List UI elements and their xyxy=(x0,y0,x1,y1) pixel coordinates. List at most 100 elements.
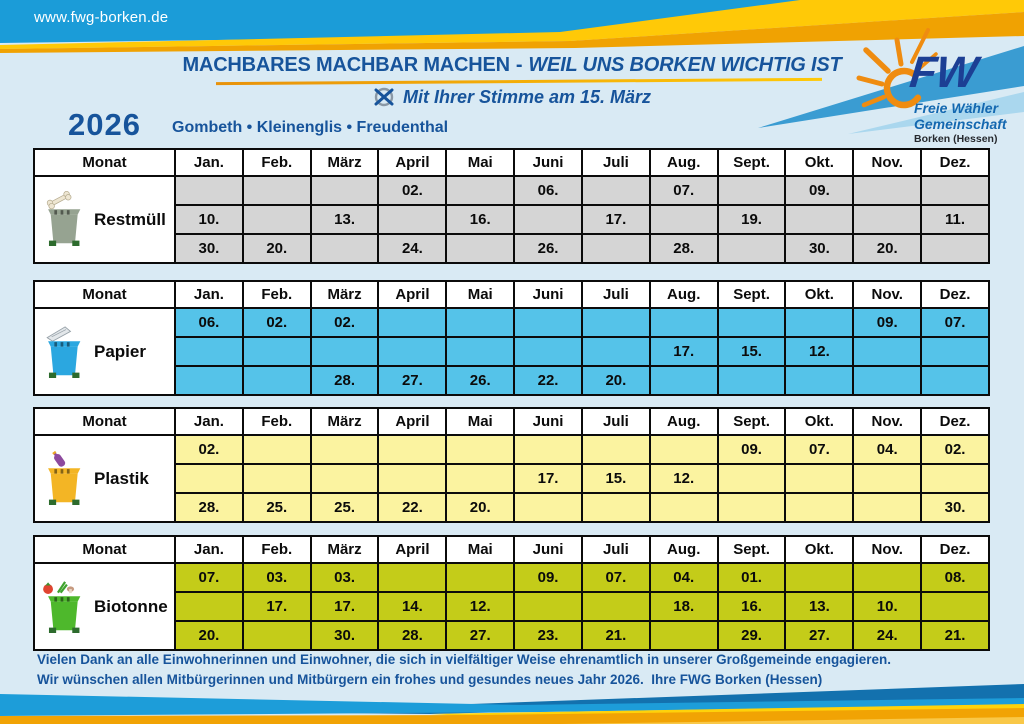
collection-date-cell: 17. xyxy=(580,204,651,235)
month-header: Aug. xyxy=(648,407,719,436)
month-header: Juli xyxy=(580,407,651,436)
empty-date-cell xyxy=(852,562,923,593)
month-header: Aug. xyxy=(648,535,719,564)
bin-lid xyxy=(48,208,81,215)
collection-date-cell: 30. xyxy=(174,233,244,264)
collection-date-cell: 10. xyxy=(174,204,244,235)
top-banner-decoration xyxy=(0,0,1024,134)
waste-type-cell: Papier xyxy=(33,307,176,396)
month-header: April xyxy=(377,535,448,564)
empty-date-cell xyxy=(648,204,719,235)
month-header: Okt. xyxy=(784,280,855,309)
collection-date-cell: 12. xyxy=(445,591,516,622)
month-header: März xyxy=(309,280,380,309)
empty-date-cell xyxy=(920,233,990,264)
collection-date-cell: 25. xyxy=(241,492,312,523)
month-header: Sept. xyxy=(716,407,787,436)
collection-date-cell: 23. xyxy=(513,620,583,651)
empty-date-cell xyxy=(445,434,516,465)
empty-date-cell xyxy=(784,204,855,235)
month-header-row: Monat Jan. Feb. März April Mai Juni Juli Aug. Se… xyxy=(33,280,990,309)
empty-date-cell xyxy=(852,336,923,367)
month-header: Dez. xyxy=(920,535,990,564)
collection-date-cell: 28. xyxy=(377,620,448,651)
collection-date-cell: 11. xyxy=(920,204,990,235)
logo-abbr: FW xyxy=(907,48,980,97)
empty-date-cell xyxy=(174,175,244,206)
paper-sheet-icon xyxy=(46,325,72,342)
yellow-ribbon xyxy=(0,0,1024,49)
collection-date-cell: 18. xyxy=(648,591,719,622)
dates-row: Plastik 02. 09. 07. 04. 02. xyxy=(33,434,990,523)
empty-date-cell xyxy=(784,365,855,396)
vote-line: Mit Ihrer Stimme am 15. März xyxy=(0,86,1024,108)
collection-date-cell: 30. xyxy=(920,492,990,523)
collection-table: Monat Jan. Feb. März April Mai Juni Juli Aug. Se… xyxy=(33,407,990,523)
collection-date-cell: 27. xyxy=(445,620,516,651)
empty-date-cell xyxy=(513,204,583,235)
collection-date-cell: 07. xyxy=(174,562,244,593)
month-header: Mai xyxy=(445,407,516,436)
waste-type-label: Papier xyxy=(94,341,146,361)
waste-type-inner: Restmüll xyxy=(35,190,174,249)
empty-date-cell xyxy=(920,175,990,206)
website-url: www.fwg-borken.de xyxy=(34,9,169,26)
bin-body xyxy=(50,601,78,630)
collection-date-cell: 17. xyxy=(309,591,380,622)
calendar-year: 2026 xyxy=(68,107,141,142)
collection-date-cell: 15. xyxy=(716,336,787,367)
empty-date-cell xyxy=(445,336,516,367)
bin-wheels xyxy=(48,627,80,633)
fw-logo: FW Freie Wähler Gemeinschaft Borken (Hes… xyxy=(856,26,1022,148)
collection-date-cell: 17. xyxy=(241,591,312,622)
logo-org-line2: Gemeinschaft xyxy=(914,116,1007,132)
waste-type-inner: Plastik xyxy=(35,450,174,508)
month-header: April xyxy=(377,148,448,177)
collection-date-cell: 26. xyxy=(513,233,583,264)
collection-date-cell: 10. xyxy=(852,591,923,622)
dates-row: Restmüll 02. 06. 07. 09. xyxy=(33,175,990,264)
waste-type-cell: Plastik xyxy=(33,434,176,523)
month-header-row: Monat Jan. Feb. März April Mai Juni Juli Aug. Se… xyxy=(33,535,990,564)
month-header: Feb. xyxy=(241,148,312,177)
bin-body xyxy=(50,214,78,243)
vote-text: Mit Ihrer Stimme am 15. März xyxy=(402,86,652,107)
collection-date-cell: 30. xyxy=(309,620,380,651)
collection-date-cell: 08. xyxy=(920,562,990,593)
collection-date-cell: 13. xyxy=(309,204,380,235)
collection-date-cell: 27. xyxy=(377,365,448,396)
bin-wheels xyxy=(48,372,80,378)
waste-type-inner: Papier xyxy=(35,323,174,381)
empty-date-cell xyxy=(920,336,990,367)
collection-date-cell: 07. xyxy=(920,307,990,338)
orange-band xyxy=(0,708,1024,724)
footer-text: Vielen Dank an alle Einwohnerinnen und E… xyxy=(37,650,891,690)
empty-date-cell xyxy=(513,492,583,523)
collection-date-cell: 22. xyxy=(513,365,583,396)
month-header: Okt. xyxy=(784,148,855,177)
collection-date-cell: 02. xyxy=(174,434,244,465)
empty-date-cell xyxy=(513,434,583,465)
collection-table: Monat Jan. Feb. März April Mai Juni Juli Aug. Se… xyxy=(33,148,990,264)
empty-date-cell xyxy=(648,307,719,338)
collection-date-cell: 28. xyxy=(648,233,719,264)
empty-date-cell xyxy=(716,492,787,523)
bone-icon xyxy=(46,190,72,209)
month-header: Mai xyxy=(445,148,516,177)
empty-date-cell xyxy=(241,336,312,367)
waste-table: Monat Jan. Feb. März April Mai Juni Juli Aug. Se… xyxy=(33,148,990,264)
pale-yellow-corner xyxy=(560,717,1024,724)
empty-date-cell xyxy=(174,336,244,367)
empty-date-cell xyxy=(309,233,380,264)
empty-date-cell xyxy=(580,233,651,264)
month-header: Juni xyxy=(513,407,583,436)
waste-type-cell: Biotonne xyxy=(33,562,176,651)
month-header: Sept. xyxy=(716,280,787,309)
dates-row: 17. 15. 12. xyxy=(34,336,990,367)
collection-date-cell: 07. xyxy=(784,434,855,465)
logo-org-line1: Freie Wähler xyxy=(914,100,999,116)
empty-date-cell xyxy=(377,562,448,593)
collection-date-cell: 06. xyxy=(513,175,583,206)
dates-row: 20. 30. 28. 27. 23. 21. 29. 27. 24. 21. xyxy=(34,620,990,651)
dates-row: 17. 15. 12. xyxy=(34,463,990,494)
